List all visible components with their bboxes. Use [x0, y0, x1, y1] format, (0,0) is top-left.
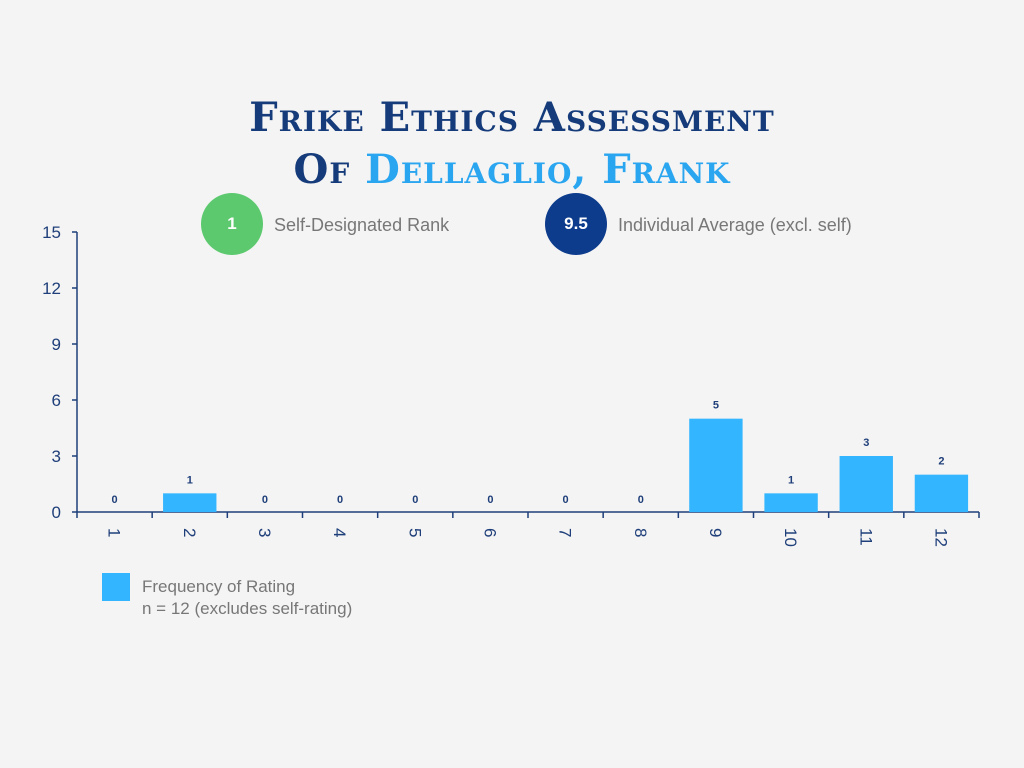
x-tick-label: 3 — [255, 528, 274, 537]
data-label: 5 — [713, 400, 719, 412]
y-tick-label: 12 — [42, 279, 61, 298]
average-badge: 9.5 — [545, 193, 607, 255]
data-label: 1 — [187, 474, 193, 486]
y-tick-label: 9 — [52, 335, 61, 354]
title-line-1: Frike Ethics Assessment — [249, 94, 775, 141]
x-tick-label: 1 — [105, 528, 124, 537]
x-tick-label: 11 — [856, 528, 875, 546]
x-tick-label: 10 — [781, 528, 800, 547]
y-tick-label: 6 — [52, 391, 61, 410]
x-tick-label: 12 — [931, 528, 950, 547]
x-tick-label: 2 — [180, 528, 199, 537]
bar — [839, 456, 893, 512]
bar — [914, 474, 969, 512]
bar — [689, 418, 743, 512]
x-tick-label: 4 — [330, 528, 349, 537]
title-prefix: Of — [293, 146, 366, 193]
data-label: 1 — [788, 474, 794, 486]
x-tick-label: 6 — [480, 528, 499, 537]
self-rank-label: Self-Designated Rank — [274, 215, 450, 235]
average-value: 9.5 — [564, 214, 588, 233]
self-rank-value: 1 — [227, 214, 237, 233]
data-label: 0 — [262, 494, 268, 506]
average-label: Individual Average (excl. self) — [618, 215, 852, 235]
data-label: 0 — [638, 494, 644, 506]
bar — [163, 493, 217, 512]
legend-swatch — [102, 573, 130, 601]
data-label: 0 — [112, 494, 118, 506]
y-tick-label: 0 — [52, 503, 61, 522]
data-label: 3 — [863, 437, 869, 449]
data-label: 0 — [563, 494, 569, 506]
chart-title: Frike Ethics Assessment Of Dellaglio, Fr… — [0, 92, 1024, 196]
title-line-2: Of Dellaglio, Frank — [0, 144, 1024, 196]
legend: Frequency of Rating n = 12 (excludes sel… — [142, 576, 352, 620]
y-tick-label: 3 — [52, 447, 61, 466]
x-tick-label: 7 — [556, 528, 575, 537]
legend-note: n = 12 (excludes self-rating) — [142, 599, 353, 618]
y-tick-label: 15 — [42, 223, 61, 242]
x-tick-label: 9 — [706, 528, 725, 537]
x-tick-label: 5 — [405, 528, 424, 537]
data-label: 0 — [412, 494, 418, 506]
subject-name: Dellaglio, Frank — [365, 146, 731, 193]
bar — [764, 493, 818, 512]
data-label: 0 — [337, 494, 343, 506]
self-rank-badge: 1 — [201, 193, 263, 255]
legend-series-label: Frequency of Rating — [142, 577, 296, 596]
data-label: 2 — [938, 456, 944, 468]
data-label: 0 — [487, 494, 493, 506]
x-tick-label: 8 — [631, 528, 650, 537]
